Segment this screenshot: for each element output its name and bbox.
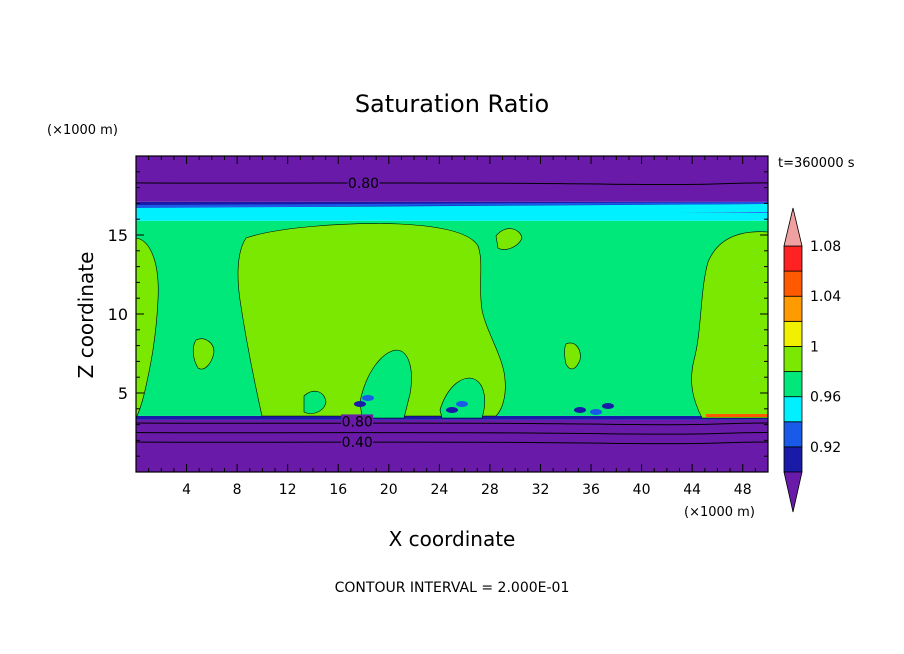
cloud-edge-speck — [602, 403, 614, 409]
colorbar-swatch — [783, 396, 803, 423]
supersaturated-region — [192, 338, 215, 370]
colorbar-swatch — [783, 245, 803, 272]
colorbar-tick-label: 1.04 — [810, 289, 841, 305]
colorbar-swatch — [783, 446, 803, 473]
contour-label: 0.40 — [342, 435, 373, 451]
field-band — [136, 419, 768, 472]
colorbar-swatch — [783, 421, 803, 448]
contour-label-bg — [341, 434, 374, 449]
x-tick-label: 32 — [532, 482, 550, 498]
x-tick-label: 16 — [329, 482, 347, 498]
time-label: t=360000 s — [778, 156, 855, 171]
colorbar-tick-label: 0.92 — [810, 440, 841, 456]
contour-line — [135, 432, 769, 435]
supersaturated-region — [495, 228, 523, 250]
colorbar-swatch — [783, 371, 803, 398]
colorbar-swatch — [783, 295, 803, 322]
colorbar-swatch — [783, 320, 803, 347]
x-tick-label: 24 — [430, 482, 448, 498]
x-axis-label: X coordinate — [389, 527, 516, 551]
x-tick-label: 28 — [481, 482, 499, 498]
cyan-streak — [136, 204, 768, 219]
x-tick-label: 8 — [233, 482, 242, 498]
warm-streak — [706, 414, 768, 417]
cloud-edge-speck — [354, 401, 366, 407]
colorbar-swatch — [783, 270, 803, 297]
contour-label-bg — [341, 414, 374, 429]
blue-streak — [136, 202, 768, 207]
colorbar: 0.92 0.96 1 1.04 1.08 — [783, 207, 841, 513]
contour-label-bg — [347, 175, 380, 190]
colorbar-tick-label: 1.08 — [810, 239, 841, 255]
y-tick-label: 5 — [118, 384, 128, 403]
contour-label: 0.80 — [342, 414, 373, 430]
x-unit-label: (×1000 m) — [684, 505, 755, 520]
x-tick-label: 40 — [633, 482, 651, 498]
x-tick-label: 48 — [734, 482, 752, 498]
supersaturated-region — [691, 231, 769, 419]
contour-line — [135, 422, 769, 426]
supersaturated-region — [564, 342, 581, 370]
y-tick-label: 15 — [108, 226, 128, 245]
colorbar-bottom-triangle — [783, 471, 803, 513]
colorbar-top-triangle — [783, 207, 803, 247]
y-tick-label: 10 — [108, 305, 128, 324]
x-tick-label: 44 — [683, 482, 701, 498]
field-band — [136, 156, 768, 202]
colorbar-tick-label: 0.96 — [810, 390, 841, 406]
contour-line — [135, 441, 769, 445]
cloud-edge-speck — [574, 407, 586, 413]
colorbar-swatch — [783, 346, 803, 372]
subsaturated-pocket — [359, 349, 412, 419]
chart-title: Saturation Ratio — [355, 90, 549, 118]
cloud-edge-speck — [456, 401, 468, 407]
supersaturated-region — [135, 237, 159, 419]
colorbar-tick-label: 1 — [810, 339, 819, 355]
x-tick-label: 4 — [182, 482, 191, 498]
subsaturated-pocket — [303, 390, 327, 414]
y-axis-label: Z coordinate — [74, 252, 98, 379]
cloud-edge-speck — [362, 395, 374, 401]
supersaturated-region — [237, 223, 506, 417]
contour-interval-footer: CONTOUR INTERVAL = 2.000E-01 — [335, 580, 570, 596]
y-unit-label: (×1000 m) — [47, 123, 118, 138]
x-tick-label: 12 — [279, 482, 297, 498]
contour-line — [135, 182, 769, 186]
cloud-edge-speck — [590, 409, 602, 415]
x-tick-label: 36 — [582, 482, 600, 498]
x-tick-label: 20 — [380, 482, 398, 498]
field-band — [136, 212, 768, 221]
contour-label: 0.80 — [348, 176, 379, 192]
cloud-edge-speck — [446, 407, 458, 413]
